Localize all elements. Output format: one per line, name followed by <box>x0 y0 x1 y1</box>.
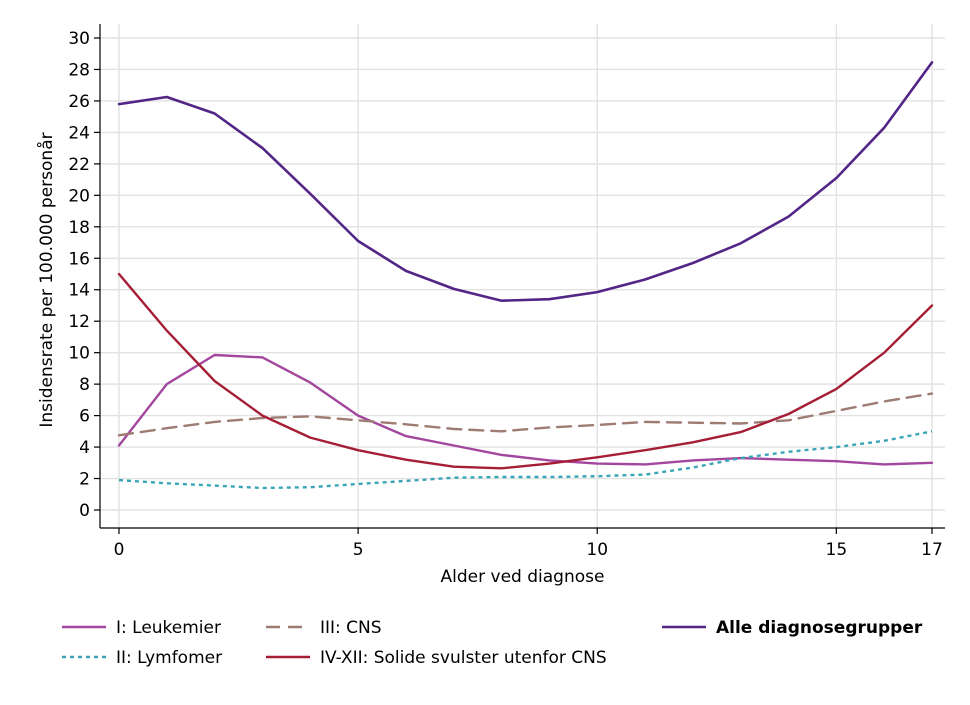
y-tick-label: 16 <box>68 249 90 269</box>
y-tick-label: 30 <box>68 29 90 49</box>
x-axis-title: Alder ved diagnose <box>441 567 605 587</box>
y-tick-label: 12 <box>68 312 90 332</box>
y-tick-label: 4 <box>79 438 90 458</box>
axes <box>99 24 945 529</box>
series-line-3 <box>117 272 934 470</box>
x-tick-label: 0 <box>114 540 125 560</box>
series-line-4 <box>117 61 934 303</box>
x-tick-label: 15 <box>826 540 848 560</box>
y-tick-label: 18 <box>68 218 90 238</box>
series-line-0 <box>117 353 934 466</box>
y-tick-label: 6 <box>79 407 90 427</box>
y-axis-title: Insidensrate per 100.000 personår <box>36 132 57 427</box>
y-tick-label: 28 <box>68 60 90 80</box>
legend-label-2: III: CNS <box>320 618 382 638</box>
legend-label-0: I: Leukemier <box>116 618 221 638</box>
y-tick-label: 24 <box>68 123 90 143</box>
series-line-2 <box>117 392 934 437</box>
series <box>117 61 934 490</box>
x-tick-label: 17 <box>921 540 943 560</box>
y-tick-label: 22 <box>68 155 90 175</box>
x-tick-label: 10 <box>586 540 608 560</box>
y-tick-label: 8 <box>79 375 90 395</box>
y-tick-label: 20 <box>68 186 90 206</box>
y-tick-label: 26 <box>68 92 90 112</box>
legend: I: Leukemier II: Lymfomer III: CNS IV-XII: … <box>62 618 923 668</box>
y-tick-label: 14 <box>68 281 90 301</box>
legend-label-1: II: Lymfomer <box>116 648 222 668</box>
x-tick-label: 5 <box>353 540 364 560</box>
legend-label-4: Alle diagnosegrupper <box>716 618 923 638</box>
y-tick-label: 2 <box>79 470 90 490</box>
grid <box>100 24 945 528</box>
legend-label-3: IV-XII: Solide svulster utenfor CNS <box>320 648 607 668</box>
y-tick-label: 10 <box>68 344 90 364</box>
y-tick-label: 0 <box>79 501 90 521</box>
